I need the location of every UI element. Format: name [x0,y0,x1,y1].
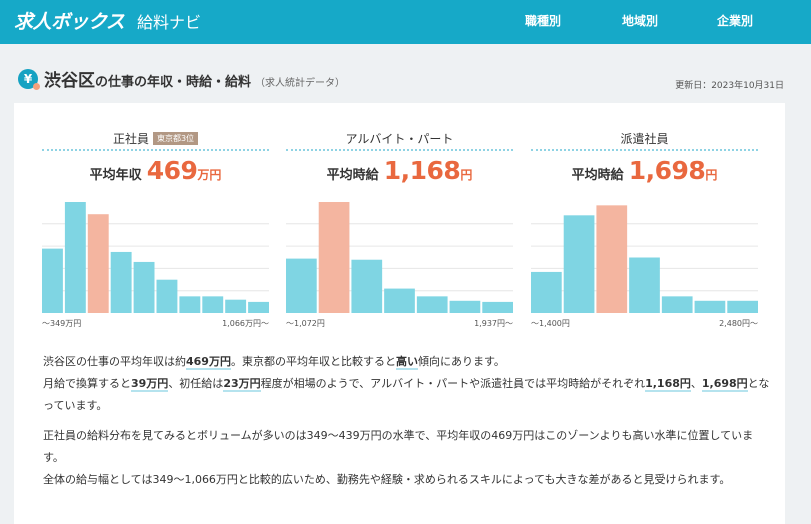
bar [286,258,317,313]
bar [629,257,660,313]
bar [384,288,415,313]
average-label: 平均年収 [89,168,142,183]
bar [661,296,693,313]
bar [563,215,595,313]
average-label: 平均時給 [571,168,624,183]
site-logo-sub[interactable]: 給料ナビ [137,13,202,32]
description-paragraph: 渋谷区の仕事の平均年収は約469万円。東京都の平均年収と比較すると高い傾向にあり… [43,351,771,417]
description-text: 正社員の給料分布を見てみるとボリュームが多いのは349〜439万円の水準で、平均… [43,429,754,464]
panel-part-time: アルバイト・パート 平均時給 1,168円 〜1,072円 1,937円〜 [286,130,513,330]
description-text: 程度が相場のようで、アルバイト・パートや派遣社員では平均時給がそれぞれ [260,377,646,390]
description-text: 傾向にあります。 [417,355,505,368]
x-tick-min: 〜1,072円 [286,319,325,328]
nav-company[interactable]: 企業別 [717,14,754,28]
nav-occupation[interactable]: 職種別 [525,14,562,28]
highlight-value: 39万円 [131,377,169,392]
page-title-text: の仕事の年収・時給・給料 [95,75,252,90]
yen-icon: ¥ [18,69,40,90]
panel-dispatch: 派遣社員 平均時給 1,698円 〜1,400円 2,480円〜 [531,130,758,330]
highlight-value: 23万円 [223,377,261,392]
average-unit: 円 [460,168,473,182]
panel-title-text: 派遣社員 [620,132,669,146]
panel-title: アルバイト・パート [286,130,513,151]
salary-distribution-chart [286,202,513,313]
page-title-place: 渋谷区 [44,71,95,91]
average-unit: 円 [705,168,718,182]
panel-title-text: 正社員 [112,132,149,146]
x-tick-max: 1,066万円〜 [222,319,269,328]
x-tick-max: 2,480円〜 [719,319,758,328]
panel-title: 正社員 東京都3位 [42,130,269,151]
bar-highlight [318,202,350,313]
page-title-sub: （求人統計データ） [255,78,346,89]
bar [133,261,155,313]
highlight-value: 高い [395,355,418,370]
bar-highlight [87,214,109,313]
average-value: 1,698 [628,156,706,185]
highlight-value: 469万円 [186,355,231,370]
page-title: 渋谷区の仕事の年収・時給・給料 （求人統計データ） [44,66,345,91]
average-value: 469 [146,156,198,185]
average-line: 平均時給 1,168円 [286,156,513,185]
bar [179,296,201,313]
bar [727,300,758,313]
bar [416,296,448,313]
bar [64,202,86,313]
description-text: 月給で換算すると [43,377,131,390]
average-label: 平均時給 [326,168,379,183]
site-header: 求人ボックス 給料ナビ 職種別 地域別 企業別 [0,0,811,44]
average-line: 平均年収 469万円 [42,156,269,185]
site-logo[interactable]: 求人ボックス [14,11,125,33]
bar [482,301,513,313]
average-unit: 万円 [197,168,222,182]
highlight-value: 1,698円 [701,377,748,392]
bar [202,296,224,313]
average-value: 1,168 [383,156,461,185]
bar [694,300,726,313]
updated-date: 更新日：2023年10月31日 [675,81,784,91]
rank-badge: 東京都3位 [152,132,199,145]
panel-regular-employee: 正社員 東京都3位 平均年収 469万円 〜349万円 1,066万円〜 [42,130,269,330]
bar [42,248,63,313]
highlight-value: 1,168円 [645,377,691,392]
bar [110,251,132,313]
x-tick-min: 〜1,400円 [531,319,570,328]
description-text: 。東京都の平均年収と比較すると [230,355,396,368]
bar [156,279,178,313]
bar [248,301,269,313]
x-tick-min: 〜349万円 [42,319,82,328]
panel-title-text: アルバイト・パート [345,132,454,146]
bar-highlight [596,205,628,313]
description-text: 渋谷区の仕事の平均年収は約 [43,355,186,368]
description-text: となっています。 [43,377,770,412]
description-text: 、 [690,377,702,390]
x-tick-max: 1,937円〜 [474,319,513,328]
salary-description: 渋谷区の仕事の平均年収は約469万円。東京都の平均年収と比較すると高い傾向にあり… [43,351,771,499]
bar [225,299,247,313]
description-paragraph: 正社員の給料分布を見てみるとボリュームが多いのは349〜439万円の水準で、平均… [43,425,771,491]
bar [351,259,383,313]
salary-distribution-chart [42,202,269,313]
description-text: 全体の給与幅としては349〜1,066万円と比較的広いため、勤務先や経験・求めら… [43,473,731,486]
average-line: 平均時給 1,698円 [531,156,758,185]
nav-region[interactable]: 地域別 [622,14,659,28]
salary-card [14,103,785,524]
salary-distribution-chart [531,205,758,313]
bar [531,271,562,313]
bar [449,300,481,313]
panel-title: 派遣社員 [531,130,758,151]
description-text: 、初任給は [168,377,224,390]
